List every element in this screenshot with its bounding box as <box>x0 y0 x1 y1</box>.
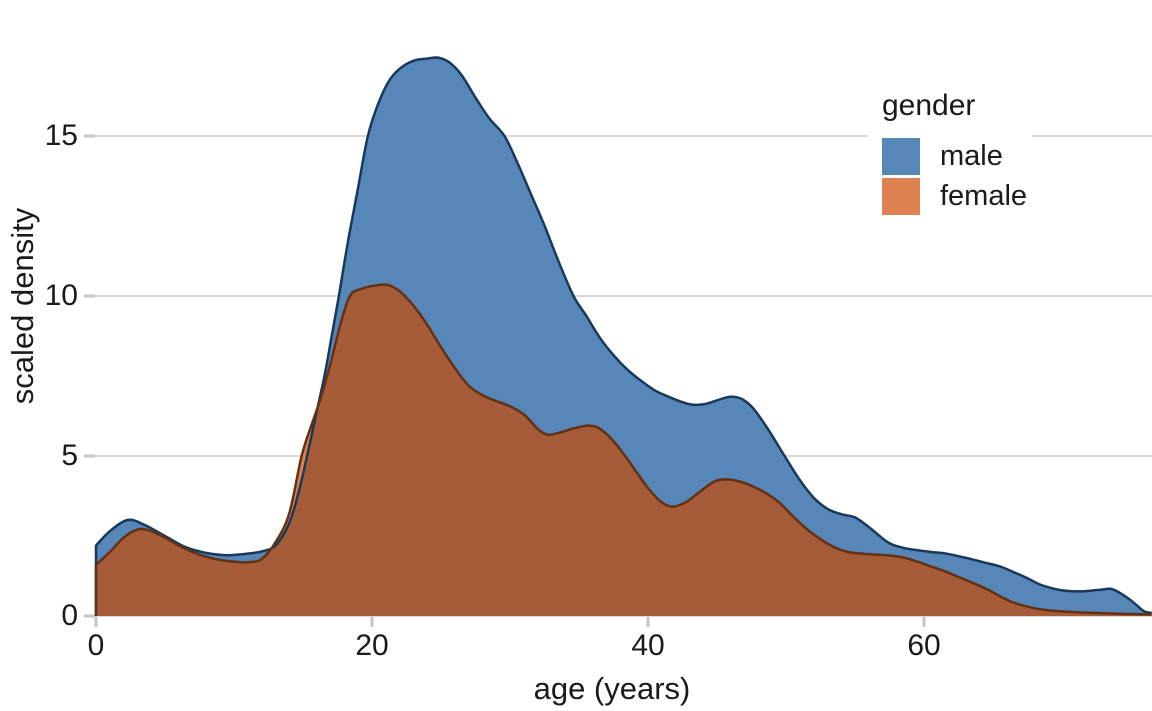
legend: gender male female <box>868 84 1032 224</box>
legend-title: gender <box>882 89 976 122</box>
y-tick-label-5: 5 <box>61 439 78 472</box>
x-tick-label-60: 60 <box>907 629 941 662</box>
y-tick-label-0: 0 <box>61 599 78 632</box>
female-color-swatch <box>882 178 920 215</box>
y-axis-title: scaled density <box>5 207 40 405</box>
male-density-line <box>94 56 1152 616</box>
x-axis-title: age (years) <box>533 671 691 706</box>
x-tick-label-20: 20 <box>355 629 389 662</box>
legend-label-male: male <box>940 140 1003 172</box>
legend-item-male: male <box>882 138 1032 175</box>
y-tick-label-10: 10 <box>44 279 78 312</box>
overlap-area <box>96 284 1152 616</box>
y-tick-label-15: 15 <box>44 119 78 152</box>
female-density-line <box>94 283 1152 616</box>
x-tick-label-0: 0 <box>87 629 105 662</box>
x-tick-label-40: 40 <box>631 629 665 662</box>
legend-item-female: female <box>882 178 1032 215</box>
male-color-swatch <box>882 138 920 175</box>
legend-label-female: female <box>940 180 1028 212</box>
